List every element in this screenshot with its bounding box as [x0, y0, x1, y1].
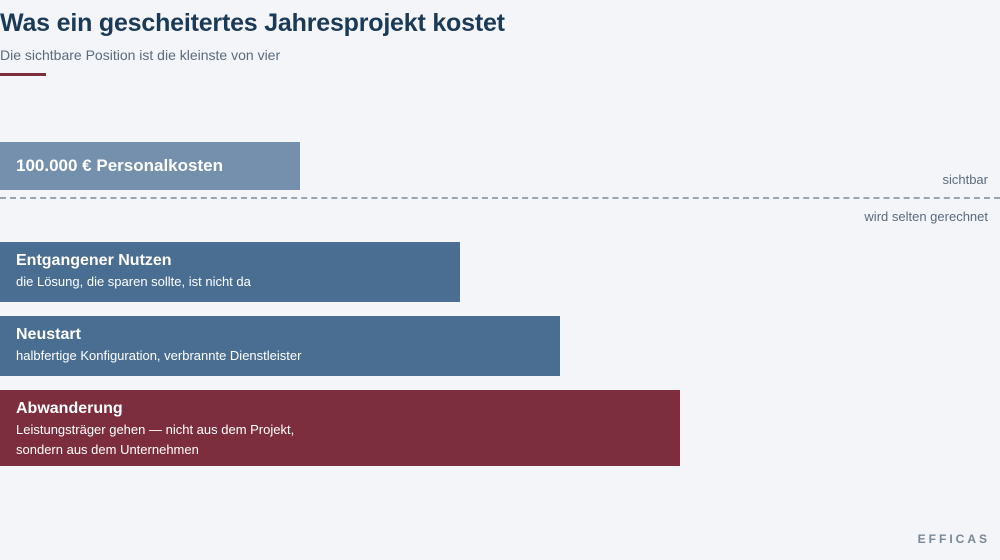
brand-logo: EFFICAS	[917, 532, 990, 546]
bar-abwanderung-title: Abwanderung	[16, 400, 123, 417]
bar-entgangener-nutzen-description: die Lösung, die sparen sollte, ist nicht…	[16, 274, 251, 289]
accent-rule	[0, 73, 46, 76]
page-subtitle: Die sichtbare Position ist die kleinste …	[0, 47, 281, 63]
bar-neustart-description: halbfertige Konfiguration, verbrannte Di…	[16, 348, 302, 363]
page-title: Was ein gescheitertes Jahresprojekt kost…	[0, 9, 505, 37]
bar-personalkosten: 100.000 € Personalkosten	[0, 142, 300, 190]
bar-personalkosten-title: 100.000 € Personalkosten	[16, 156, 223, 175]
visibility-divider	[0, 197, 1000, 199]
bar-entgangener-nutzen-title: Entgangener Nutzen	[16, 252, 172, 269]
bar-abwanderung: Abwanderung Leistungsträger gehen — nich…	[0, 390, 680, 466]
bar-abwanderung-description: Leistungsträger gehen — nicht aus dem Pr…	[16, 422, 295, 457]
label-selten-gerechnet: wird selten gerechnet	[864, 209, 988, 224]
bar-neustart: Neustart halbfertige Konfiguration, verb…	[0, 316, 560, 376]
bar-entgangener-nutzen: Entgangener Nutzen die Lösung, die spare…	[0, 242, 460, 302]
label-sichtbar: sichtbar	[942, 172, 988, 187]
bar-neustart-title: Neustart	[16, 326, 81, 343]
